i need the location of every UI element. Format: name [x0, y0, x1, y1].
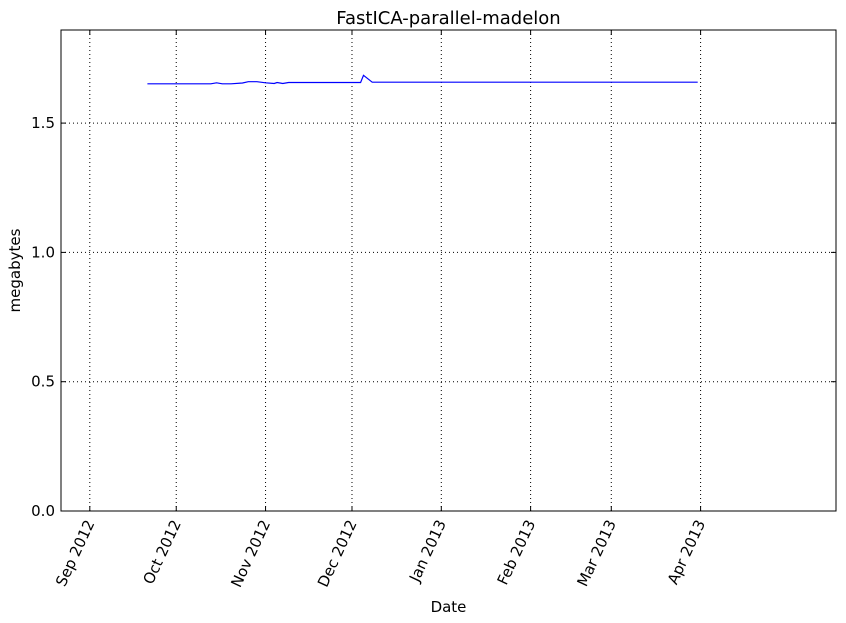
x-axis-label: Date	[431, 598, 467, 616]
y-tick-label: 0.0	[31, 502, 55, 520]
grid-lines	[61, 30, 836, 512]
y-tick-label: 1.0	[31, 243, 55, 261]
plot-frame	[60, 29, 837, 512]
chart-title: FastICA-parallel-madelon	[336, 8, 560, 29]
y-tick-label: 0.5	[31, 373, 55, 391]
series-line	[147, 74, 698, 85]
y-axis-label: megabytes	[6, 228, 24, 312]
series-layer	[147, 74, 698, 85]
y-tick-label: 1.5	[31, 114, 55, 132]
